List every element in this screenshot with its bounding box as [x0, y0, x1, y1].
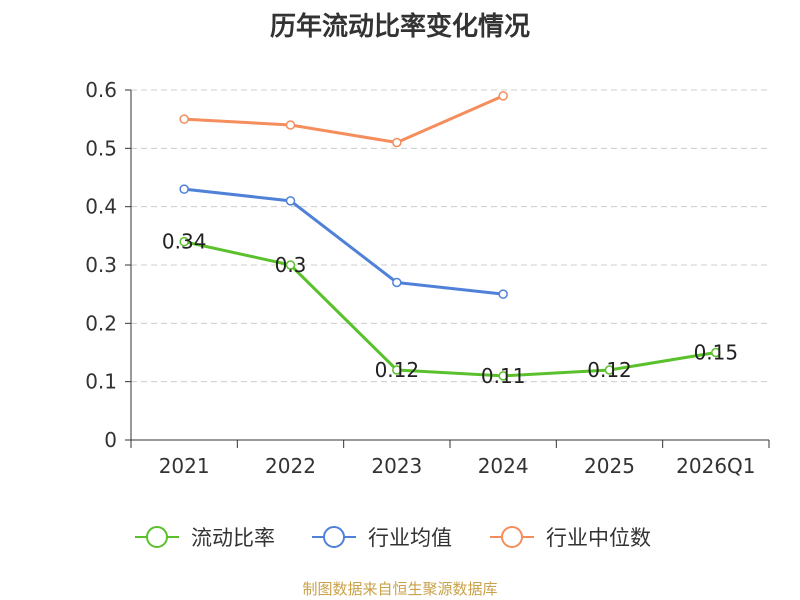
data-point	[498, 371, 508, 381]
data-point	[392, 365, 402, 375]
legend-label: 行业均值	[368, 526, 452, 550]
x-tick-label: 2023	[371, 454, 422, 478]
series-line	[184, 94, 504, 144]
y-tick-label: 0.6	[85, 78, 117, 102]
data-point	[604, 365, 615, 375]
data-point	[179, 184, 189, 194]
y-tick-label: 0.5	[85, 136, 117, 160]
data-point	[285, 260, 296, 270]
y-tick-label: 0.1	[85, 370, 117, 394]
data-label: 0.15	[694, 341, 739, 365]
legend-marker	[323, 526, 345, 548]
legend-marker	[501, 526, 523, 548]
data-point	[392, 277, 402, 288]
data-point	[392, 137, 402, 148]
data-label: 0.3	[275, 253, 307, 277]
y-tick-label: 0.3	[85, 253, 117, 277]
y-tick-label: 0	[104, 428, 117, 452]
x-tick-label: 2024	[478, 454, 529, 478]
legend-label: 行业中位数	[546, 526, 651, 550]
data-label: 0.12	[587, 358, 632, 382]
data-label: 0.12	[375, 358, 420, 382]
data-point	[498, 91, 508, 101]
data-label: 0.11	[481, 364, 526, 388]
x-tick-label: 2021	[159, 454, 210, 478]
legend-marker	[146, 526, 168, 548]
data-point	[179, 114, 189, 124]
data-point	[711, 347, 721, 358]
legend-label: 流动比率	[191, 526, 275, 550]
data-point	[179, 236, 189, 247]
x-tick-label: 2022	[265, 454, 316, 478]
data-source-note: 制图数据来自恒生聚源数据库	[302, 580, 498, 598]
series-line	[183, 240, 717, 378]
series-line	[184, 187, 504, 296]
x-tick-label: 2026Q1	[676, 454, 755, 478]
data-point	[285, 120, 296, 130]
data-point	[498, 289, 508, 299]
data-point	[285, 196, 296, 206]
y-tick-label: 0.2	[85, 311, 117, 335]
chart-title: 历年流动比率变化情况	[269, 12, 530, 42]
data-label: 0.34	[162, 230, 207, 254]
y-tick-label: 0.4	[85, 195, 117, 219]
x-tick-label: 2025	[584, 454, 635, 478]
